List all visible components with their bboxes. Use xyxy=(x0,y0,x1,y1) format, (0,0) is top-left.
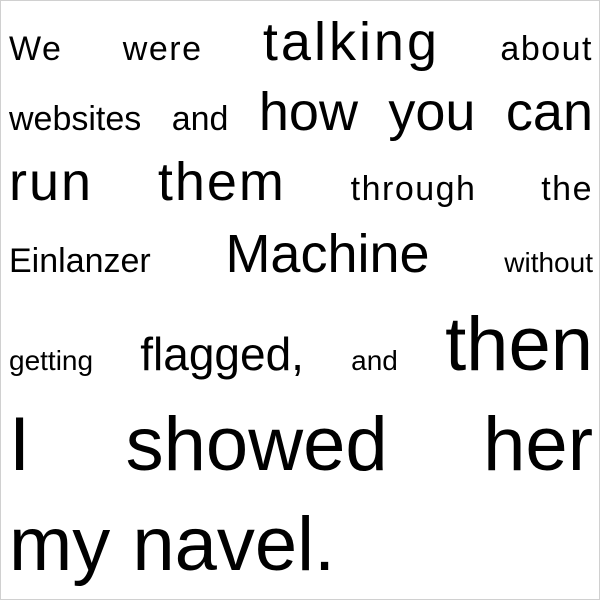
text-line-2: websites and how you can xyxy=(9,81,593,143)
word: through xyxy=(350,170,477,208)
word: run xyxy=(9,152,94,212)
word: talking xyxy=(262,12,440,72)
word: the xyxy=(541,170,593,208)
word: and xyxy=(171,100,229,138)
text-line-1: We were talking about xyxy=(9,11,593,73)
word: how xyxy=(258,82,358,142)
word: about xyxy=(500,30,593,68)
word: without xyxy=(504,247,593,278)
text-line-6: I showed her xyxy=(9,401,593,488)
word: getting xyxy=(9,345,94,376)
word: can xyxy=(505,82,593,142)
word: and xyxy=(351,345,398,376)
word: We xyxy=(9,30,63,68)
word: websites xyxy=(9,100,142,138)
text-line-4: Einlanzer Machine without xyxy=(9,223,593,285)
text-line-3: run them through the xyxy=(9,151,593,213)
word: Machine xyxy=(225,224,430,284)
word: you xyxy=(388,82,476,142)
word: navel. xyxy=(132,502,336,587)
word: them xyxy=(157,152,286,212)
word: then xyxy=(445,302,593,387)
word: my xyxy=(9,502,111,587)
text-line-7: my navel. xyxy=(9,501,593,588)
word: showed xyxy=(125,402,388,487)
word: Einlanzer xyxy=(9,242,151,280)
text-line-5: getting flagged, and then xyxy=(9,301,593,388)
word: I xyxy=(9,402,31,487)
word: her xyxy=(483,402,593,487)
word: were xyxy=(122,30,203,68)
word: flagged, xyxy=(140,328,304,380)
